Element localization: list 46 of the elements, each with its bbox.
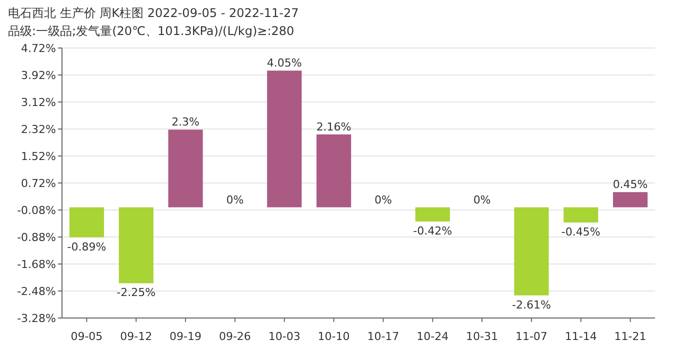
y-tick-label: 2.32% (21, 123, 56, 136)
bar (564, 207, 598, 222)
bar (514, 207, 549, 296)
data-label: 0.45% (612, 178, 648, 192)
x-tick-label: 10-10 (318, 330, 350, 343)
x-tick-label: 09-19 (170, 330, 202, 343)
x-tick-label: 10-17 (367, 330, 400, 343)
x-tick-label: 10-31 (466, 330, 498, 343)
y-tick-label: 3.92% (21, 69, 56, 82)
x-tick-label: 10-03 (268, 330, 300, 343)
bar (612, 192, 648, 208)
y-tick-label: -1.68% (17, 258, 56, 271)
data-label: -2.61% (512, 298, 551, 312)
y-tick-label: 4.72% (21, 42, 56, 55)
x-tick-label: 11-21 (614, 330, 646, 343)
bar (267, 70, 302, 208)
bar (415, 207, 450, 222)
data-label: -0.42% (413, 224, 452, 238)
data-label: 0% (226, 193, 244, 206)
y-tick-label: 0.72% (21, 177, 56, 190)
y-tick-label: -0.88% (17, 231, 56, 244)
x-tick-label: 11-07 (515, 330, 548, 343)
y-tick-label: 1.52% (21, 150, 56, 163)
bar (168, 130, 203, 208)
data-label: 4.05% (266, 56, 302, 70)
data-label: 0% (473, 193, 491, 206)
x-tick-label: 09-12 (120, 330, 152, 343)
chart-title: 电石西北 生产价 周K柱图 2022-09-05 - 2022-11-27 (8, 6, 299, 20)
y-tick-label: 3.12% (21, 96, 56, 109)
chart-subtitle: 品级:一级品;发气量(20℃、101.3KPa)/(L/kg)≥:280 (8, 24, 294, 38)
data-label: 0% (374, 193, 392, 206)
bar (316, 134, 352, 208)
bar (69, 207, 104, 238)
y-tick-label: -2.48% (17, 285, 56, 298)
data-label: -0.89% (67, 240, 106, 254)
data-label: 2.3% (172, 116, 200, 129)
x-tick-label: 11-14 (564, 330, 597, 343)
y-tick-label: -3.28% (17, 312, 56, 325)
x-tick-label: 10-24 (416, 330, 449, 343)
data-label: -2.25% (116, 286, 156, 300)
y-tick-label: -0.08% (17, 204, 56, 217)
data-label: -0.45% (561, 225, 600, 238)
x-tick-label: 09-26 (218, 330, 251, 343)
x-tick-label: 09-05 (70, 330, 103, 343)
data-label: 2.16% (316, 120, 352, 134)
bar (118, 207, 154, 284)
